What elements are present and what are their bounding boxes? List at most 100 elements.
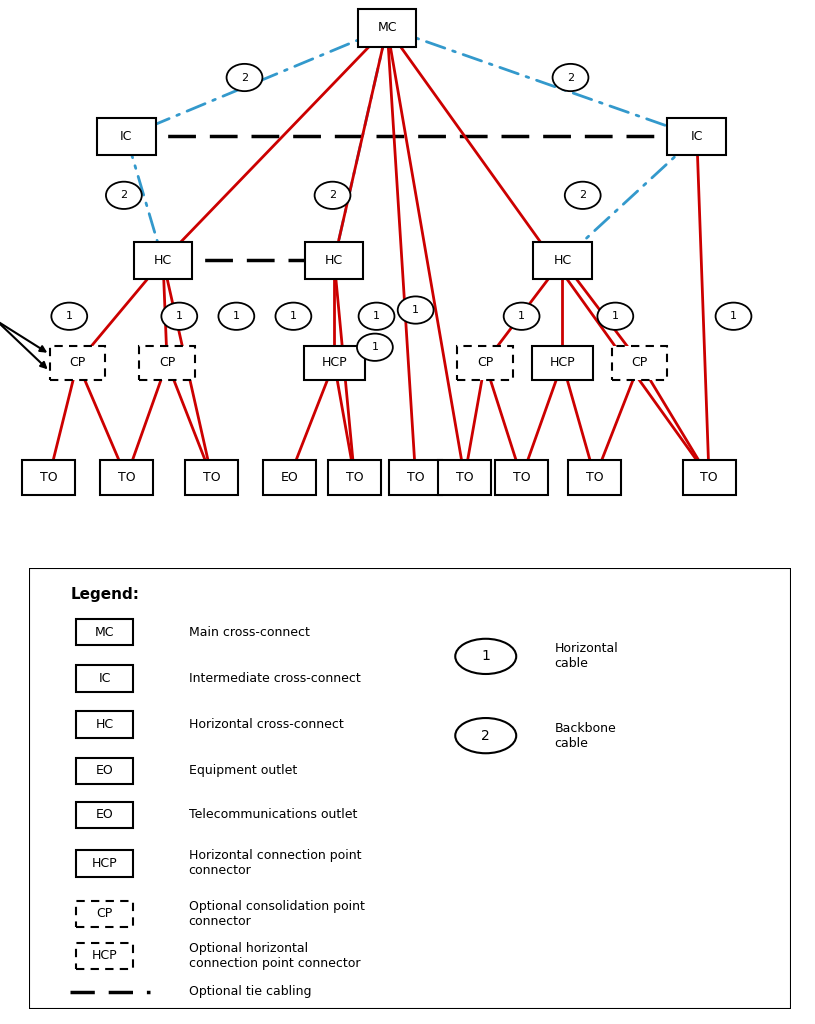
Text: 2: 2 (579, 190, 586, 201)
Text: Equipment outlet: Equipment outlet (188, 764, 297, 777)
Text: 1: 1 (730, 311, 737, 322)
Text: 1: 1 (373, 311, 380, 322)
Text: TO: TO (407, 471, 425, 484)
Text: TO: TO (513, 471, 531, 484)
Text: HC: HC (154, 254, 172, 267)
Text: 2: 2 (121, 190, 127, 201)
FancyBboxPatch shape (139, 346, 195, 380)
FancyBboxPatch shape (76, 802, 134, 828)
Text: TO: TO (586, 471, 604, 484)
Circle shape (716, 303, 751, 330)
FancyBboxPatch shape (97, 118, 156, 155)
Text: EO: EO (96, 808, 113, 821)
Text: Legend:: Legend: (70, 587, 139, 602)
FancyBboxPatch shape (99, 461, 153, 495)
FancyBboxPatch shape (76, 850, 134, 877)
Text: Main cross-connect: Main cross-connect (188, 626, 310, 639)
Circle shape (456, 639, 516, 674)
FancyBboxPatch shape (76, 758, 134, 784)
Text: IC: IC (120, 130, 133, 143)
Text: 1: 1 (412, 305, 419, 315)
Circle shape (275, 303, 311, 330)
Circle shape (597, 303, 633, 330)
FancyBboxPatch shape (328, 461, 381, 495)
Text: 1: 1 (290, 311, 297, 322)
FancyBboxPatch shape (76, 942, 134, 969)
Text: 2: 2 (482, 729, 490, 742)
FancyBboxPatch shape (438, 461, 491, 495)
FancyBboxPatch shape (496, 461, 548, 495)
Circle shape (359, 303, 394, 330)
Circle shape (456, 718, 516, 754)
FancyBboxPatch shape (29, 568, 791, 1009)
FancyBboxPatch shape (76, 666, 134, 691)
FancyBboxPatch shape (612, 346, 667, 380)
Text: 1: 1 (518, 311, 525, 322)
Text: Optional tie cabling: Optional tie cabling (188, 985, 311, 998)
Text: HC: HC (553, 254, 571, 267)
Text: IC: IC (690, 130, 703, 143)
FancyBboxPatch shape (76, 618, 134, 645)
FancyBboxPatch shape (50, 346, 105, 380)
FancyBboxPatch shape (532, 346, 593, 380)
Text: HC: HC (325, 254, 343, 267)
Text: 1: 1 (372, 342, 378, 352)
Text: HCP: HCP (549, 356, 575, 370)
Text: HC: HC (95, 718, 114, 731)
Text: TO: TO (117, 471, 135, 484)
FancyBboxPatch shape (667, 118, 726, 155)
FancyBboxPatch shape (23, 461, 76, 495)
Text: 1: 1 (66, 311, 73, 322)
Circle shape (504, 303, 540, 330)
Text: EO: EO (96, 764, 113, 777)
FancyBboxPatch shape (533, 242, 592, 279)
Text: 2: 2 (241, 73, 248, 83)
FancyBboxPatch shape (390, 461, 442, 495)
Text: TO: TO (346, 471, 363, 484)
Text: TO: TO (40, 471, 58, 484)
Circle shape (315, 181, 350, 209)
Text: 2: 2 (567, 73, 574, 83)
FancyBboxPatch shape (134, 242, 192, 279)
Text: Horizontal connection point
connector: Horizontal connection point connector (188, 849, 361, 878)
FancyBboxPatch shape (76, 712, 134, 738)
Text: Telecommunications outlet: Telecommunications outlet (188, 808, 357, 821)
Circle shape (357, 334, 393, 360)
Text: Intermediate cross-connect: Intermediate cross-connect (188, 672, 360, 685)
FancyBboxPatch shape (186, 461, 238, 495)
Text: 2: 2 (329, 190, 336, 201)
Text: MC: MC (377, 22, 397, 35)
FancyBboxPatch shape (683, 461, 736, 495)
Text: CP: CP (97, 907, 112, 921)
Text: MC: MC (95, 626, 114, 639)
Text: CP: CP (69, 356, 86, 370)
Text: 1: 1 (482, 649, 490, 664)
Circle shape (106, 181, 142, 209)
Text: EO: EO (280, 471, 298, 484)
Circle shape (227, 63, 262, 91)
FancyBboxPatch shape (569, 461, 622, 495)
Text: 1: 1 (176, 311, 183, 322)
Text: TO: TO (456, 471, 474, 484)
Circle shape (553, 63, 588, 91)
Circle shape (161, 303, 197, 330)
Text: CP: CP (477, 356, 493, 370)
Text: TO: TO (700, 471, 718, 484)
Text: Backbone
cable: Backbone cable (554, 722, 616, 750)
FancyBboxPatch shape (263, 461, 316, 495)
Text: Optional consolidation point
connector: Optional consolidation point connector (188, 900, 364, 928)
Text: Optional horizontal
connection point connector: Optional horizontal connection point con… (188, 942, 360, 970)
Text: HCP: HCP (92, 857, 117, 869)
FancyBboxPatch shape (76, 901, 134, 927)
Text: 1: 1 (233, 311, 240, 322)
Text: HCP: HCP (321, 356, 347, 370)
Text: CP: CP (632, 356, 648, 370)
Text: 1: 1 (612, 311, 619, 322)
Text: IC: IC (99, 672, 111, 685)
Text: CP: CP (159, 356, 175, 370)
Text: Horizontal cross-connect: Horizontal cross-connect (188, 718, 343, 731)
Text: HCP: HCP (92, 949, 117, 963)
Text: Horizontal
cable: Horizontal cable (554, 642, 618, 671)
FancyBboxPatch shape (303, 346, 365, 380)
FancyBboxPatch shape (457, 346, 513, 380)
